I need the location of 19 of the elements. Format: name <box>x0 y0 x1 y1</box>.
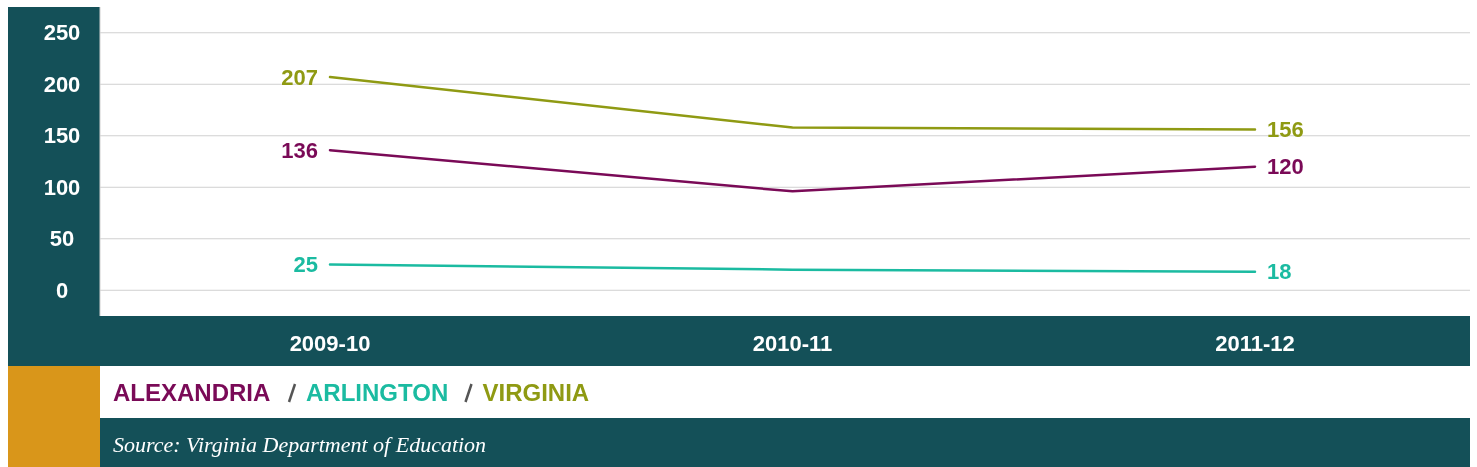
data-label: 25 <box>293 252 318 278</box>
x-tick-label: 2009-10 <box>289 330 371 356</box>
y-tick-label: 250 <box>43 20 81 46</box>
source-note: Source: Virginia Department of Education <box>113 431 487 457</box>
y-tick-label: 150 <box>43 123 81 149</box>
x-tick-label: 2010-11 <box>752 330 833 356</box>
text: ARLINGTON <box>306 379 449 407</box>
data-label: 120 <box>1267 154 1304 180</box>
data-label: 156 <box>1267 117 1304 143</box>
x-tick-label: 2011-12 <box>1215 330 1295 356</box>
y-tick-label: 200 <box>43 71 81 97</box>
data-label: 136 <box>281 137 318 163</box>
y-tick-label: 0 <box>55 277 69 303</box>
data-label: 18 <box>1267 259 1292 285</box>
y-tick-label: 50 <box>49 226 75 252</box>
data-label: 207 <box>281 64 318 90</box>
text: ALEXANDRIA <box>113 379 271 407</box>
text: VIRGINIA <box>482 379 590 407</box>
y-tick-label: 100 <box>43 174 81 200</box>
